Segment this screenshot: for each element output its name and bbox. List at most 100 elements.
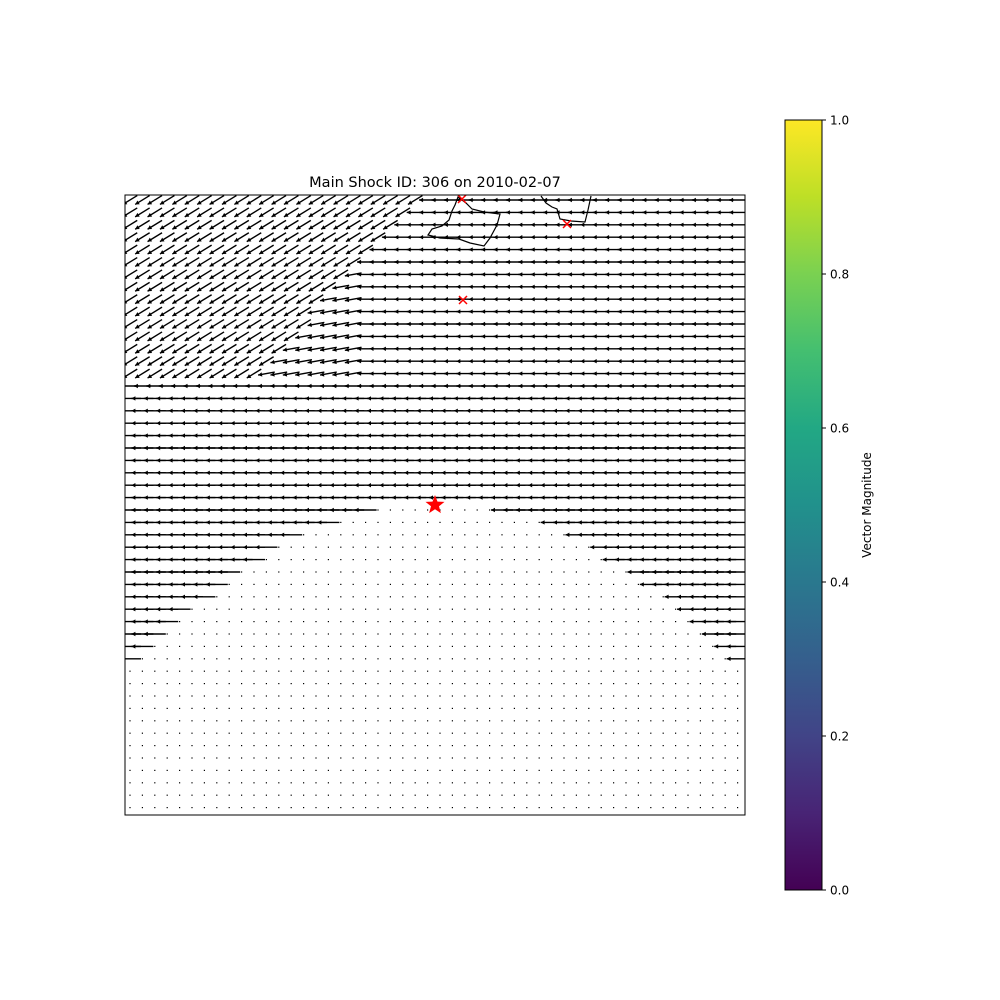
vector-arrow [377,757,379,759]
vector-arrow [414,807,416,809]
vector-arrow-head [234,262,239,267]
vector-arrow-head [691,321,696,327]
vector-arrow-head [577,507,582,513]
vector-arrow-head [147,287,153,292]
vector-arrow-head [119,570,123,574]
vector-arrow-head [197,312,202,317]
vector-arrow [166,695,168,697]
vector-arrow [588,807,590,809]
vector-arrow [563,596,565,598]
vector-arrow-head [406,297,411,302]
vector-arrow-head [283,212,289,217]
vector-arrow-head [443,284,448,289]
vector-arrow-head [404,458,409,463]
vector-arrow-head [406,235,411,240]
vector-arrow-head [679,197,684,203]
vector-arrow-head [602,520,607,525]
vector-arrow-head [332,383,337,389]
vector-arrow [203,782,205,784]
vector-arrow-head [156,607,161,612]
vector-arrow-head [243,483,247,488]
vector-arrow-head [321,274,326,279]
vector-arrow [464,559,466,561]
vector-arrow-head [119,483,123,487]
vector-arrow-head [456,272,461,277]
vector-arrow-head [456,235,461,240]
vector-arrow [427,596,429,598]
vector-arrow-head [456,222,461,227]
vector-arrow [414,670,416,672]
vector-arrow [513,683,515,685]
vector-arrow-head [642,334,647,339]
vector-arrow-head [143,396,148,401]
vector-arrow-head [652,445,657,451]
vector-arrow [464,782,466,784]
vector-arrow-head [358,237,363,242]
vector-arrow [365,645,367,647]
vector-arrow [191,683,193,685]
vector-arrow-head [505,197,510,203]
vector-arrow [377,621,379,623]
vector-arrow-head [172,312,177,317]
vector-arrow-head [394,272,399,277]
vector-arrow-head [553,495,557,500]
vector-arrow [352,658,354,660]
vector-arrow-head [147,349,153,354]
vector-arrow-head [729,359,734,364]
vector-arrow [352,546,354,548]
vector-arrow [637,621,639,623]
vector-arrow-head [246,262,252,267]
vector-arrow-head [305,507,309,513]
vector-arrow [166,633,168,635]
vector-arrow [513,596,515,598]
vector-arrow [191,608,193,610]
vector-arrow-head [689,520,694,525]
vector-arrow [427,769,429,771]
vector-arrow-head [652,458,657,463]
vector-arrow-head [205,433,210,438]
vector-arrow [526,670,528,672]
vector-arrow [265,658,267,660]
vector-arrow-head [565,495,570,500]
vector-arrow-head [147,274,153,279]
vector-arrow-head [677,445,681,451]
vector-arrow [290,645,292,647]
vector-arrow [575,559,577,561]
vector-arrow-head [119,582,123,586]
vector-arrow [253,608,255,610]
vector-arrow [699,658,701,660]
vector-arrow [489,546,491,548]
vector-arrow [489,534,491,536]
vector-arrow-head [627,557,632,562]
vector-arrow-head [714,557,719,562]
vector-arrow [352,608,354,610]
vector-arrow [563,559,565,561]
vector-arrow-head [716,247,721,252]
vector-arrow [699,645,701,647]
vector-arrow-head [320,297,325,303]
vector-arrow-head [716,284,721,289]
vector-arrow-head [642,371,647,376]
vector-arrow [563,794,565,796]
vector-arrow-head [704,235,709,240]
vector-arrow-head [679,297,684,302]
vector-arrow-head [283,200,289,205]
vector-arrow-head [714,582,719,587]
vector-arrow [315,670,317,672]
vector-arrow-head [503,445,508,451]
vector-arrow-head [168,408,173,413]
vector-arrow-head [518,284,523,289]
vector-arrow-head [654,247,659,252]
vector-arrow [191,695,193,697]
vector-arrow-head [270,383,275,389]
vector-arrow-head [271,299,277,304]
vector-arrow-head [159,312,165,317]
vector-arrow-head [528,421,533,426]
vector-arrow-head [567,210,572,215]
vector-arrow-head [553,433,557,438]
vector-arrow-head [691,297,696,302]
vector-arrow-head [714,470,719,475]
vector-arrow-head [642,309,647,314]
vector-arrow [278,807,280,809]
vector-arrow [675,757,677,759]
